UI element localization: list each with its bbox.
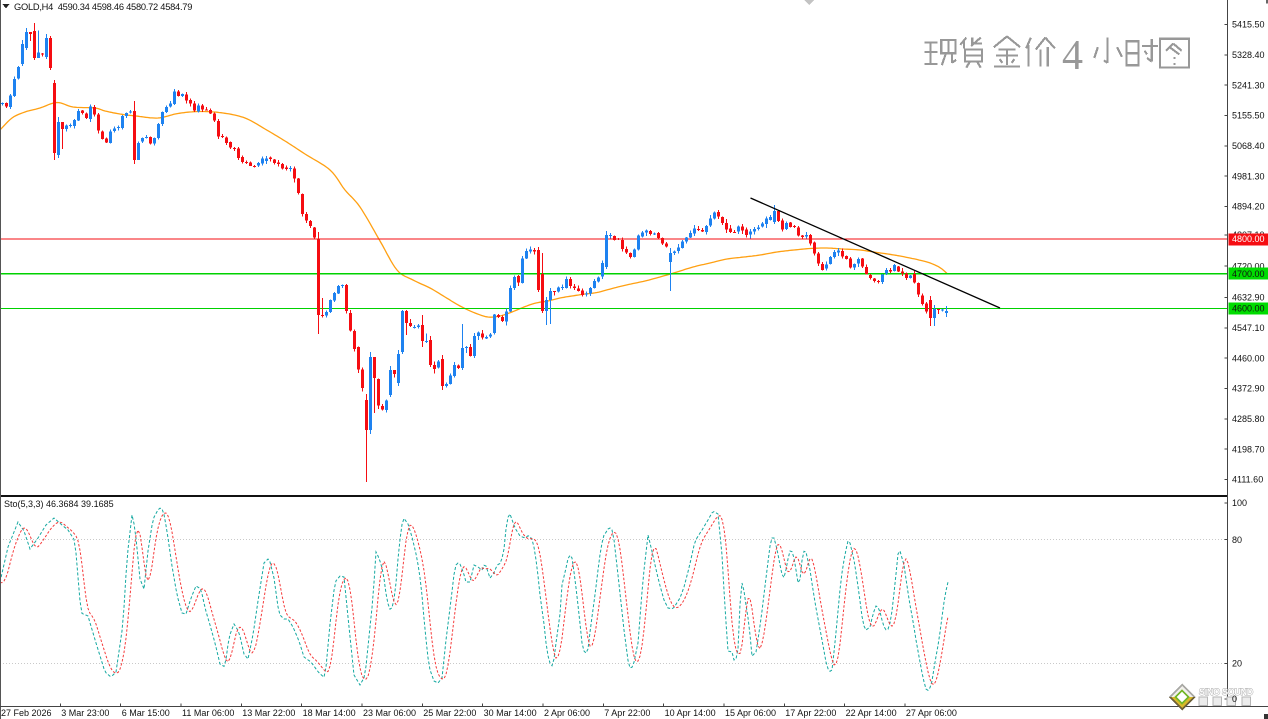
svg-text:27 Apr 06:00: 27 Apr 06:00	[906, 708, 957, 718]
svg-text:4632.90: 4632.90	[1232, 293, 1265, 303]
svg-text:23 Mar 06:00: 23 Mar 06:00	[363, 708, 416, 718]
svg-text:4: 4	[1062, 33, 1083, 79]
svg-text:27 Feb 2026: 27 Feb 2026	[1, 708, 52, 718]
svg-text:5415.50: 5415.50	[1232, 20, 1265, 30]
svg-text:SINO SOUND: SINO SOUND	[1199, 687, 1254, 697]
svg-text:4372.90: 4372.90	[1232, 384, 1265, 394]
svg-text:4894.20: 4894.20	[1232, 202, 1265, 212]
svg-text:4981.30: 4981.30	[1232, 171, 1265, 181]
svg-text:3 Mar 23:00: 3 Mar 23:00	[61, 708, 109, 718]
svg-text:4720.00: 4720.00	[1232, 261, 1265, 271]
svg-text:5241.30: 5241.30	[1232, 80, 1265, 90]
svg-text:7 Apr 22:00: 7 Apr 22:00	[604, 708, 650, 718]
svg-text:11 Mar 06:00: 11 Mar 06:00	[182, 708, 234, 718]
svg-text:20: 20	[1232, 659, 1242, 669]
svg-text:4600.00: 4600.00	[1232, 304, 1265, 314]
svg-text:6 Mar 15:00: 6 Mar 15:00	[122, 708, 170, 718]
svg-text:30 Mar 14:00: 30 Mar 14:00	[484, 708, 537, 718]
svg-text:5068.40: 5068.40	[1232, 141, 1265, 151]
svg-text:15 Apr 06:00: 15 Apr 06:00	[725, 708, 776, 718]
svg-text:4700.00: 4700.00	[1232, 269, 1265, 279]
svg-text:2 Apr 06:00: 2 Apr 06:00	[544, 708, 590, 718]
svg-text:13 Mar 22:00: 13 Mar 22:00	[242, 708, 295, 718]
svg-text:22 Apr 14:00: 22 Apr 14:00	[846, 708, 897, 718]
svg-text:4111.60: 4111.60	[1232, 475, 1263, 485]
svg-text:10 Apr 14:00: 10 Apr 14:00	[665, 708, 716, 718]
svg-text:80: 80	[1232, 535, 1242, 545]
svg-text:4547.10: 4547.10	[1232, 323, 1265, 333]
svg-text:4198.70: 4198.70	[1232, 444, 1265, 454]
svg-text:17 Apr 22:00: 17 Apr 22:00	[785, 708, 836, 718]
svg-text:0: 0	[1232, 694, 1237, 704]
svg-text:Sto(5,3,3) 46.3684 39.1685: Sto(5,3,3) 46.3684 39.1685	[4, 499, 114, 509]
svg-text:5155.50: 5155.50	[1232, 111, 1265, 121]
svg-text:4285.80: 4285.80	[1232, 414, 1265, 424]
svg-text:GOLD,H4 4590.34 4598.46 4580.: GOLD,H4 4590.34 4598.46 4580.72 4584.79	[14, 2, 192, 12]
svg-text:4460.00: 4460.00	[1232, 353, 1265, 363]
svg-text:5328.40: 5328.40	[1232, 50, 1265, 60]
svg-text:4800.00: 4800.00	[1232, 234, 1265, 244]
svg-text:100: 100	[1232, 498, 1247, 508]
svg-text:25 Mar 22:00: 25 Mar 22:00	[423, 708, 476, 718]
svg-text:18 Mar 14:00: 18 Mar 14:00	[303, 708, 356, 718]
